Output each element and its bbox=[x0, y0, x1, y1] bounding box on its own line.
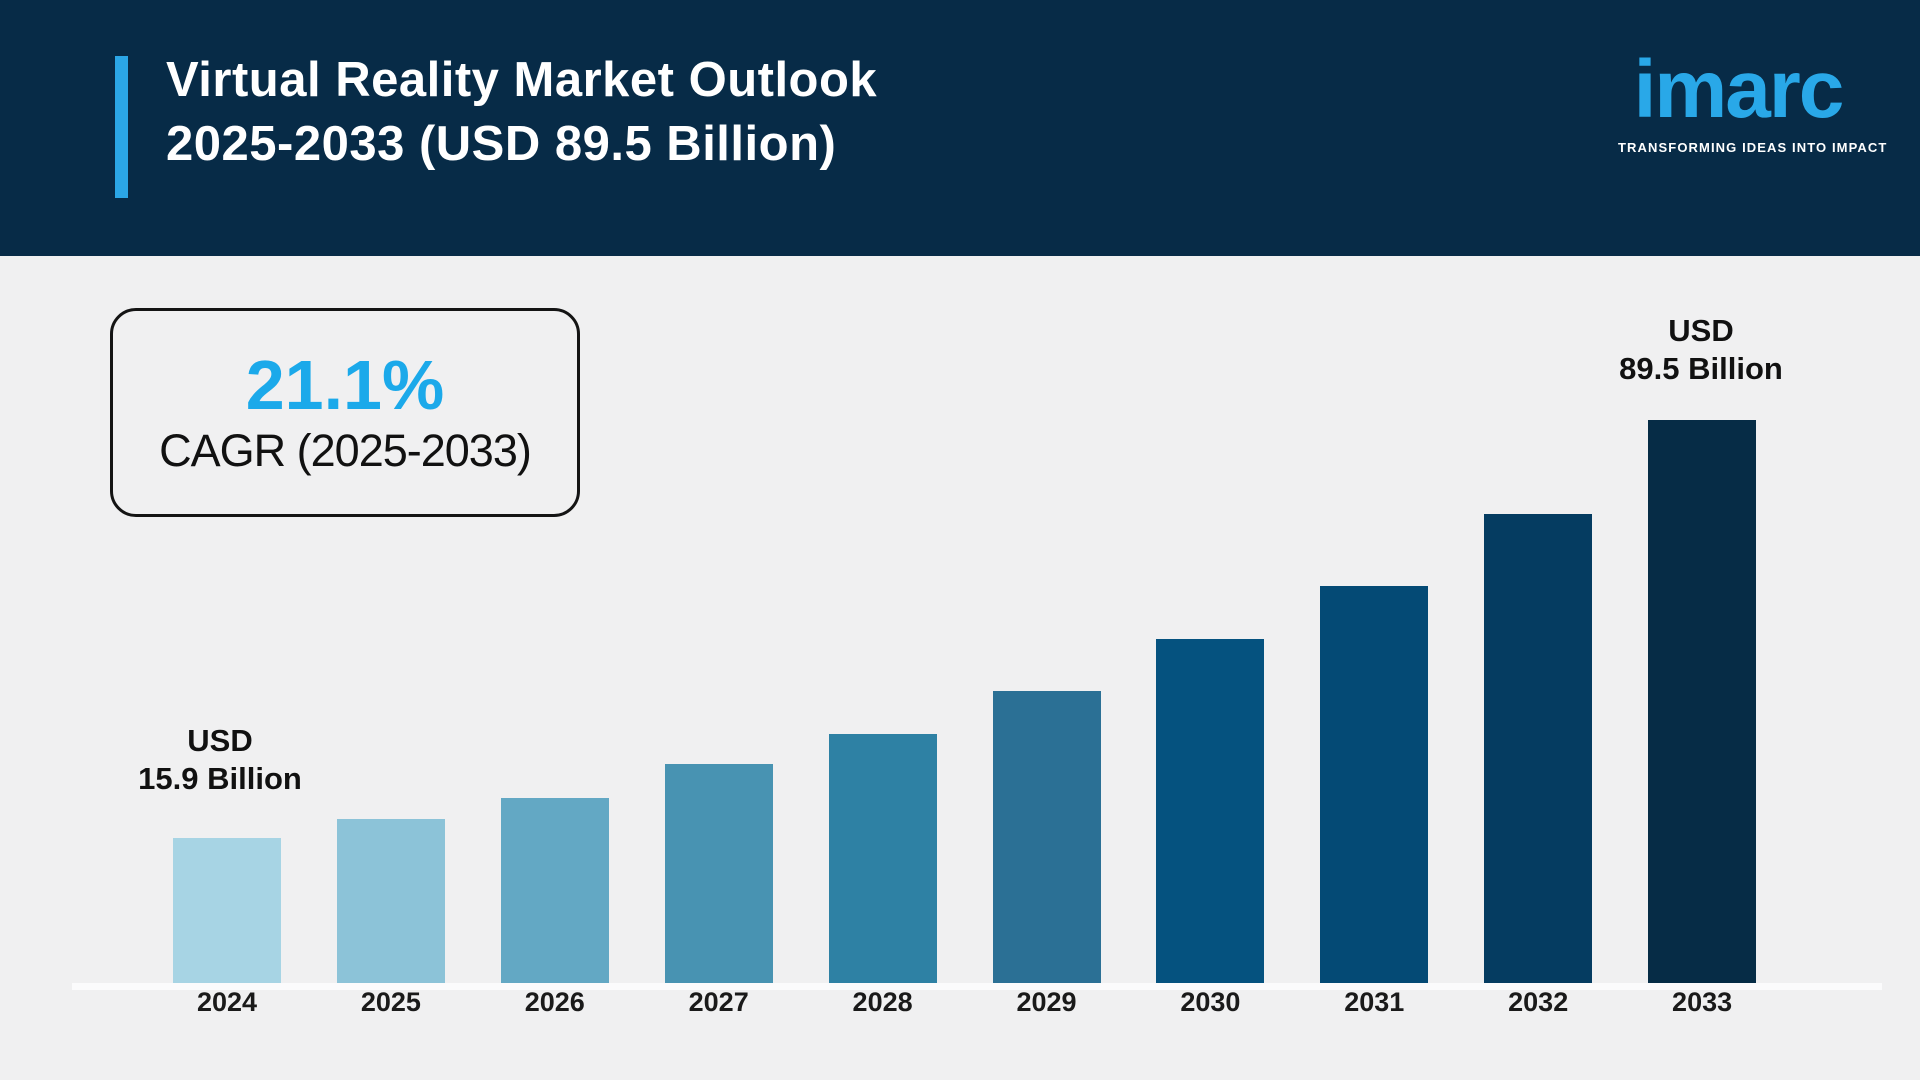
year-label-2032: 2032 bbox=[1508, 987, 1569, 1017]
year-label-2027: 2027 bbox=[688, 987, 749, 1017]
page-title: Virtual Reality Market Outlook 2025-2033… bbox=[166, 48, 877, 176]
bar-2028 bbox=[828, 734, 937, 983]
year-label-2026: 2026 bbox=[524, 987, 585, 1017]
year-label-2033: 2033 bbox=[1672, 987, 1733, 1017]
year-label-2025: 2025 bbox=[360, 987, 421, 1017]
bar-2024 bbox=[173, 838, 281, 983]
first-bar-value-label: USD 15.9 Billion bbox=[138, 722, 302, 798]
last-bar-value-label: USD 89.5 Billion bbox=[1619, 312, 1783, 388]
year-label-2031: 2031 bbox=[1344, 987, 1405, 1017]
first-bar-value-currency: USD bbox=[187, 723, 253, 758]
imarc-logo-tagline: TRANSFORMING IDEAS INTO IMPACT bbox=[1618, 140, 1888, 155]
cagr-label: CAGR (2025-2033) bbox=[159, 424, 532, 476]
imarc-logo: imarc TRANSFORMING IDEAS INTO IMPACT bbox=[1618, 42, 1888, 155]
bar-2027 bbox=[664, 764, 773, 983]
bar-2029 bbox=[992, 691, 1101, 983]
chart-baseline bbox=[72, 983, 1882, 990]
title-line-2: 2025-2033 (USD 89.5 Billion) bbox=[166, 117, 837, 171]
cagr-value: 21.1% bbox=[245, 345, 445, 424]
title-accent-bar bbox=[115, 56, 128, 198]
title-line-1: Virtual Reality Market Outlook bbox=[166, 53, 878, 107]
bar-2025 bbox=[336, 819, 445, 983]
last-bar-value-amount: 89.5 Billion bbox=[1619, 351, 1783, 386]
year-label-2030: 2030 bbox=[1180, 987, 1241, 1017]
cagr-box: 21.1% CAGR (2025-2033) bbox=[110, 308, 580, 517]
imarc-logo-wordmark: imarc bbox=[1633, 44, 1845, 135]
last-bar-value-currency: USD bbox=[1668, 313, 1734, 348]
header: Virtual Reality Market Outlook 2025-2033… bbox=[0, 0, 1920, 256]
year-label-2024: 2024 bbox=[196, 987, 258, 1017]
bar-2030 bbox=[1156, 639, 1265, 983]
year-label-2029: 2029 bbox=[1016, 987, 1077, 1017]
bar-2026 bbox=[500, 798, 609, 983]
first-bar-value-amount: 15.9 Billion bbox=[138, 761, 302, 796]
year-label-2028: 2028 bbox=[852, 987, 913, 1017]
bar-2032 bbox=[1484, 514, 1593, 983]
bar-2033 bbox=[1648, 420, 1757, 983]
bar-2031 bbox=[1320, 586, 1429, 983]
